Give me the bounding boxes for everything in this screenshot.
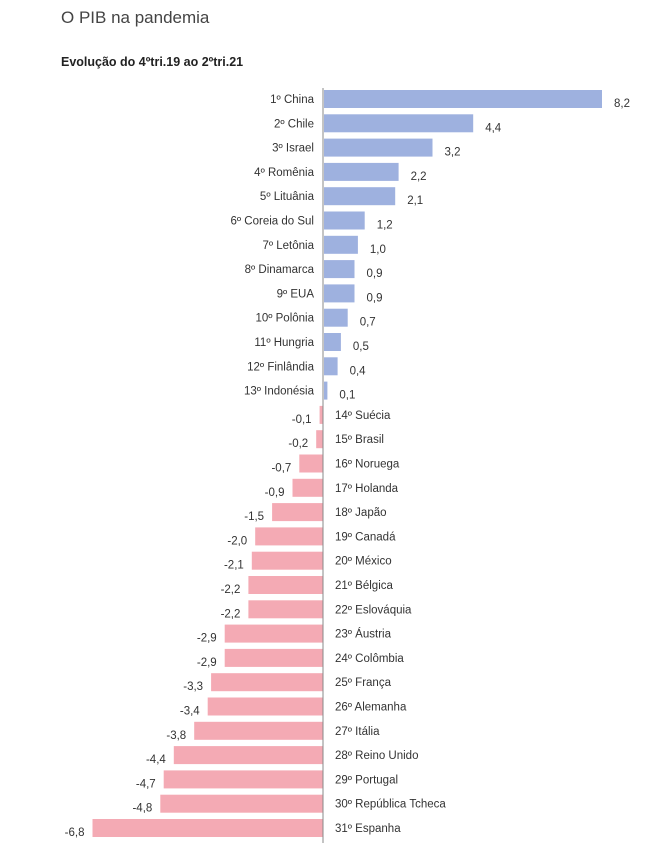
value-label-16-noruega: -0,7 <box>271 463 291 475</box>
bar-18-japao <box>272 503 323 522</box>
bar-20-mexico <box>251 551 323 570</box>
labels-group: 1º China 8,2 2º Chile 4,4 3º Israel 3,2 4º Rom… <box>65 94 630 839</box>
bar-5-lituania <box>324 187 396 206</box>
value-label-17-holanda: -0,9 <box>265 487 285 499</box>
category-label-9-eua: 9º EUA <box>277 288 315 300</box>
category-label-23-austria: 23º Áustria <box>335 628 392 641</box>
bar-13-indonesia <box>324 381 328 400</box>
bar-16-noruega <box>299 454 323 473</box>
value-label-30-republica-tcheca: -4,8 <box>132 803 152 815</box>
bar-15-brasil <box>316 430 323 449</box>
bar-26-alemanha <box>207 697 323 716</box>
bar-28-reino-unido <box>173 746 323 765</box>
category-label-16-noruega: 16º Noruega <box>335 459 400 471</box>
value-label-24-colombia: -2,9 <box>197 657 217 669</box>
category-label-20-mexico: 20º México <box>335 556 392 568</box>
bar-27-italia <box>194 721 323 740</box>
value-label-31-espanha: -6,8 <box>65 827 85 839</box>
value-label-23-austria: -2,9 <box>197 633 217 645</box>
bar-4-romenia <box>324 162 399 181</box>
category-label-22-eslovaquia: 22º Eslováquia <box>335 604 412 616</box>
category-label-10-polonia: 10º Polônia <box>255 313 314 325</box>
bar-30-republica-tcheca <box>160 794 323 813</box>
value-label-8-dinamarca: 0,9 <box>367 268 383 280</box>
value-label-22-eslovaquia: -2,2 <box>221 608 241 620</box>
value-label-27-italia: -3,8 <box>166 730 186 742</box>
bar-23-austria <box>224 624 323 643</box>
value-label-4-romenia: 2,2 <box>411 171 427 183</box>
category-label-21-belgica: 21º Bélgica <box>335 580 394 592</box>
category-label-17-holanda: 17º Holanda <box>335 483 399 495</box>
bar-14-suecia <box>319 405 323 424</box>
bar-31-espanha <box>92 819 323 837</box>
category-label-29-portugal: 29º Portugal <box>335 774 398 786</box>
bar-19-canada <box>255 527 323 546</box>
value-label-2-chile: 4,4 <box>485 122 502 134</box>
bar-24-colombia <box>224 648 323 667</box>
bar-7-letonia <box>324 235 358 254</box>
category-label-4-romenia: 4º Romênia <box>254 167 314 179</box>
bar-21-belgica <box>248 576 323 594</box>
value-label-14-suecia: -0,1 <box>292 414 312 426</box>
category-label-3-israel: 3º Israel <box>272 143 314 155</box>
bar-29-portugal <box>163 770 323 789</box>
category-label-19-canada: 19º Canadá <box>335 531 396 543</box>
category-label-30-republica-tcheca: 30º República Tcheca <box>335 799 446 811</box>
value-label-13-indonesia: 0,1 <box>339 390 355 402</box>
bar-8-dinamarca <box>324 260 355 279</box>
value-label-20-mexico: -2,1 <box>224 560 244 572</box>
bar-6-coreia-do-sul <box>324 211 365 230</box>
value-label-26-alemanha: -3,4 <box>180 706 200 718</box>
bar-12-finlandia <box>324 357 338 376</box>
bar-9-eua <box>324 284 355 303</box>
bars-group <box>92 90 602 837</box>
value-label-6-coreia-do-sul: 1,2 <box>377 220 393 232</box>
value-label-25-franca: -3,3 <box>183 681 203 693</box>
bar-3-israel <box>324 138 433 157</box>
category-label-27-italia: 27º Itália <box>335 726 380 738</box>
value-label-21-belgica: -2,2 <box>221 584 241 596</box>
value-label-28-reino-unido: -4,4 <box>146 754 166 766</box>
bar-11-hungria <box>324 333 341 351</box>
category-label-18-japao: 18º Japão <box>335 507 387 519</box>
chart-subtitle: Evolução do 4ºtri.19 ao 2ºtri.21 <box>61 55 244 69</box>
value-label-11-hungria: 0,5 <box>353 341 369 353</box>
category-label-14-suecia: 14º Suécia <box>335 410 391 422</box>
bar-25-franca <box>211 673 323 692</box>
value-label-1-china: 8,2 <box>614 98 630 110</box>
category-label-31-espanha: 31º Espanha <box>335 823 401 835</box>
category-label-24-colombia: 24º Colômbia <box>335 653 404 665</box>
value-label-12-finlandia: 0,4 <box>350 365 367 377</box>
bar-17-holanda <box>292 478 323 497</box>
category-label-12-finlandia: 12º Finlândia <box>247 361 314 373</box>
category-label-6-coreia-do-sul: 6º Coreia do Sul <box>231 216 314 228</box>
category-label-5-lituania: 5º Lituânia <box>260 191 315 203</box>
category-label-8-dinamarca: 8º Dinamarca <box>245 264 315 276</box>
value-label-19-canada: -2,0 <box>227 535 247 547</box>
category-label-7-letonia: 7º Letônia <box>262 240 314 252</box>
category-label-15-brasil: 15º Brasil <box>335 434 384 446</box>
value-label-29-portugal: -4,7 <box>136 778 156 790</box>
category-label-11-hungria: 11º Hungria <box>254 337 314 349</box>
value-label-9-eua: 0,9 <box>367 292 383 304</box>
value-label-18-japao: -1,5 <box>244 511 264 523</box>
category-label-28-reino-unido: 28º Reino Unido <box>335 750 418 762</box>
bar-1-china <box>324 90 602 108</box>
category-label-1-china: 1º China <box>270 94 314 106</box>
value-label-5-lituania: 2,1 <box>407 195 423 207</box>
value-label-15-brasil: -0,2 <box>288 438 308 450</box>
category-label-13-indonesia: 13º Indonésia <box>244 386 315 398</box>
value-label-10-polonia: 0,7 <box>360 317 376 329</box>
category-label-26-alemanha: 26º Alemanha <box>335 702 407 714</box>
bar-2-chile <box>324 114 474 133</box>
bar-10-polonia <box>324 308 348 327</box>
category-label-25-franca: 25º França <box>335 677 392 689</box>
value-label-7-letonia: 1,0 <box>370 244 386 256</box>
bar-22-eslovaquia <box>248 600 323 619</box>
chart-title: O PIB na pandemia <box>61 8 210 27</box>
category-label-2-chile: 2º Chile <box>274 118 314 130</box>
value-label-3-israel: 3,2 <box>445 147 461 159</box>
